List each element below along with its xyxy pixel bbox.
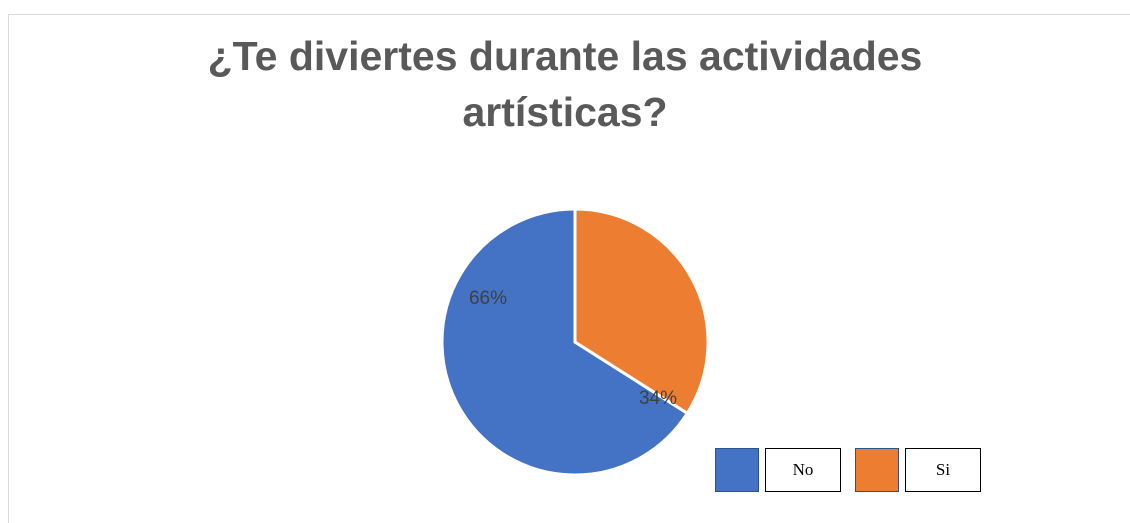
data-label-no: 66% [469,288,507,309]
chart-title: ¿Te diviertes durante las actividades ar… [0,28,1130,140]
legend-swatch-si [855,448,899,492]
legend-item-no: No [715,448,841,494]
chart-title-line-2: artísticas? [462,89,668,135]
legend: No Si [715,448,995,494]
legend-label-no: No [765,448,841,492]
legend-label-si: Si [905,448,981,492]
chart-frame [8,14,1130,523]
pie-slice-no [440,207,690,477]
legend-swatch-no [715,448,759,492]
chart-title-line-1: ¿Te diviertes durante las actividades [207,33,923,79]
data-label-si: 34% [639,388,677,409]
legend-item-si: Si [855,448,981,494]
pie-slice-si [573,207,710,416]
